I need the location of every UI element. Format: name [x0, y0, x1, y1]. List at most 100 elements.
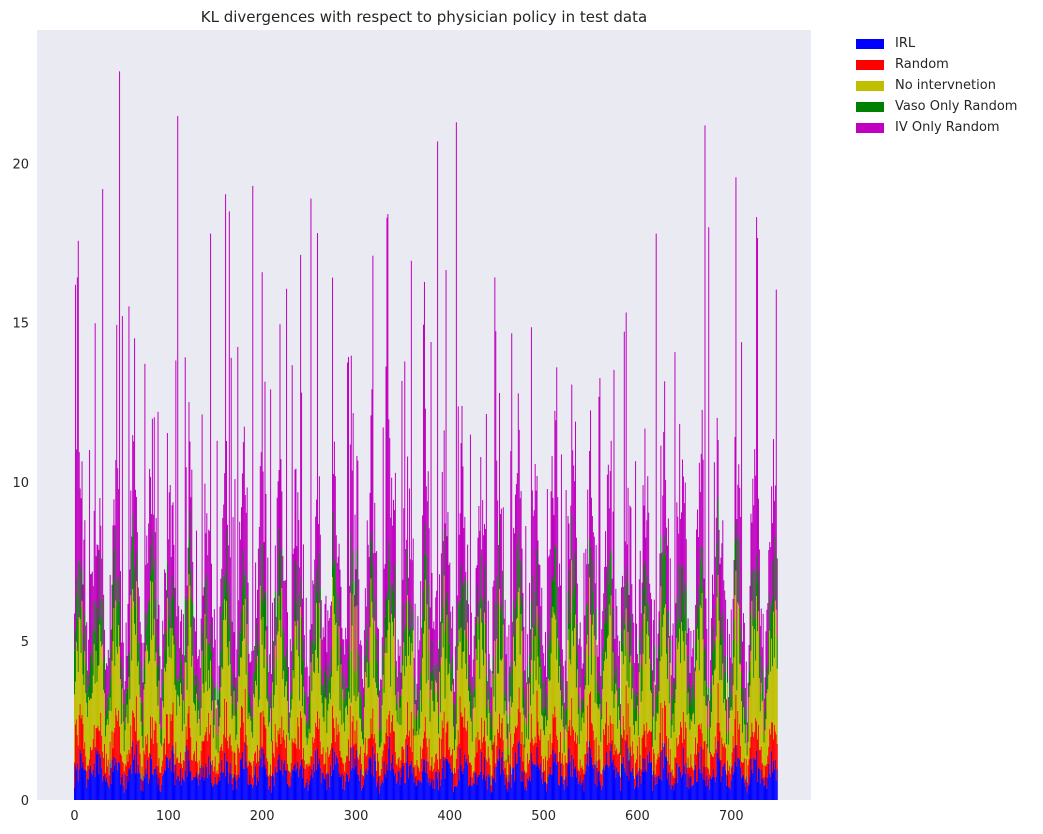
bar-segment — [767, 777, 769, 800]
bar-segment — [752, 625, 754, 733]
bar-segment — [660, 702, 662, 753]
bar-segment — [757, 725, 759, 768]
bar-segment — [309, 690, 311, 734]
bar-segment — [332, 705, 334, 749]
bar-segment — [773, 769, 775, 800]
bar-segment — [391, 762, 393, 800]
bar-segment — [434, 762, 436, 790]
bar-segment — [403, 749, 405, 766]
bar-segment — [315, 722, 317, 751]
bar-segment — [666, 679, 668, 761]
bar-segment — [516, 725, 518, 764]
bar-segment — [220, 578, 222, 651]
bar-segment — [449, 614, 451, 664]
bar-segment — [160, 697, 162, 729]
bar-segment — [310, 198, 312, 641]
bar-segment — [724, 699, 726, 744]
bar-segment — [626, 544, 628, 651]
bar-segment — [173, 753, 175, 773]
bar-segment — [713, 462, 715, 641]
bar-segment — [554, 615, 556, 707]
bar-segment — [350, 355, 352, 651]
bar-segment — [575, 552, 577, 615]
bar-segment — [229, 762, 231, 800]
bar-segment — [444, 631, 446, 699]
bar-segment — [133, 601, 135, 713]
bar-segment — [524, 670, 526, 722]
bar-segment — [160, 728, 162, 744]
bar-segment — [563, 739, 565, 753]
bar-segment — [521, 631, 523, 733]
bar-segment — [84, 651, 86, 743]
bar-segment — [761, 762, 763, 778]
bar-segment — [740, 745, 742, 768]
bar-segment — [157, 784, 159, 800]
bar-segment — [461, 405, 463, 630]
bar-segment — [529, 781, 531, 800]
bar-segment — [702, 779, 704, 800]
bar-segment — [598, 770, 600, 800]
bar-segment — [183, 781, 185, 800]
bar-segment — [523, 771, 525, 800]
bar-segment — [520, 491, 522, 562]
bar-segment — [387, 599, 389, 630]
bar-segment — [206, 766, 208, 800]
bar-segment — [669, 662, 671, 750]
bar-segment — [618, 687, 620, 707]
bar-segment — [114, 765, 116, 800]
bar-segment — [292, 770, 294, 800]
bar-segment — [409, 665, 411, 747]
bar-segment — [273, 597, 275, 669]
bar-segment — [323, 778, 325, 800]
bar-segment — [565, 724, 567, 763]
bar-segment — [398, 724, 400, 758]
bar-segment — [487, 658, 489, 700]
bar-segment — [766, 764, 768, 789]
bar-segment — [562, 702, 564, 727]
bar-segment — [188, 402, 190, 540]
bar-segment — [531, 627, 533, 739]
bar-segment — [303, 694, 305, 714]
bar-segment — [141, 642, 143, 703]
bar-segment — [158, 604, 160, 647]
bar-segment — [523, 626, 525, 690]
bar-segment — [728, 718, 730, 766]
bar-segment — [515, 483, 517, 596]
bar-segment — [621, 763, 623, 800]
bar-segment — [79, 704, 81, 750]
bar-segment — [276, 593, 278, 635]
bar-segment — [743, 688, 745, 725]
bar-segment — [240, 657, 242, 728]
bar-segment — [290, 691, 292, 710]
bar-segment — [568, 523, 570, 569]
bar-segment — [332, 566, 334, 596]
bar-segment — [447, 512, 449, 622]
bar-segment — [547, 740, 549, 777]
bar-segment — [665, 480, 667, 555]
bar-segment — [87, 670, 89, 694]
bar-segment — [759, 625, 761, 693]
bar-segment — [517, 532, 519, 593]
bar-segment — [697, 536, 699, 586]
bar-segment — [584, 675, 586, 690]
bar-segment — [641, 668, 643, 692]
bar-segment — [497, 500, 499, 645]
bar-segment — [325, 662, 327, 699]
bar-segment — [616, 690, 618, 749]
bar-segment — [495, 331, 497, 677]
bar-segment — [758, 678, 760, 750]
bar-segment — [338, 626, 340, 733]
bar-segment — [392, 754, 394, 800]
bar-segment — [572, 560, 574, 632]
bar-segment — [496, 576, 498, 639]
bar-segment — [406, 762, 408, 800]
bar-segment — [124, 702, 126, 731]
bar-segment — [559, 785, 561, 800]
bar-segment — [601, 697, 603, 720]
bar-segment — [216, 785, 218, 800]
bar-segment — [416, 731, 418, 760]
bar-segment — [99, 552, 101, 625]
bar-segment — [502, 624, 504, 741]
bar-segment — [560, 694, 562, 720]
bar-segment — [615, 652, 617, 684]
